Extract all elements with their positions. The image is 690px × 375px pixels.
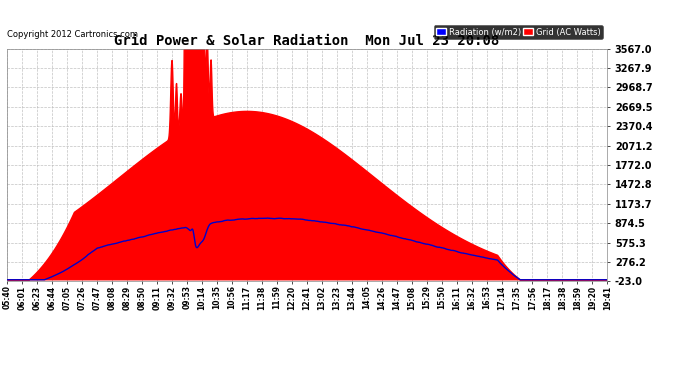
- Text: Copyright 2012 Cartronics.com: Copyright 2012 Cartronics.com: [7, 30, 138, 39]
- Title: Grid Power & Solar Radiation  Mon Jul 23 20:08: Grid Power & Solar Radiation Mon Jul 23 …: [115, 34, 500, 48]
- Legend: Radiation (w/m2), Grid (AC Watts): Radiation (w/m2), Grid (AC Watts): [433, 25, 603, 39]
